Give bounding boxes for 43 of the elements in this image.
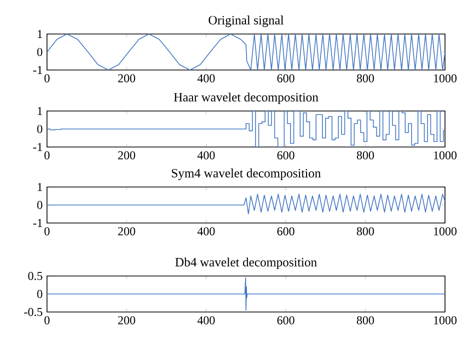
chart-title: Haar wavelet decomposition <box>174 92 318 104</box>
x-tick-label: 400 <box>197 227 215 236</box>
x-tick-label: 0 <box>44 151 50 160</box>
x-tick-label: 0 <box>44 74 50 82</box>
chart-title: Db4 wavelet decomposition <box>175 258 317 270</box>
line-series <box>47 34 445 70</box>
x-tick-label: 800 <box>356 316 374 324</box>
x-tick-label: 1000 <box>434 316 457 324</box>
y-tick-label: 1 <box>38 107 42 115</box>
x-tick-label: 600 <box>277 227 294 236</box>
x-tick-label: 1000 <box>434 74 457 82</box>
x-tick-label: 1000 <box>434 151 457 160</box>
y-tick-label: 1 <box>38 30 42 38</box>
line-series <box>47 194 445 214</box>
x-tick-label: 200 <box>118 74 136 82</box>
x-tick-label: 400 <box>197 151 215 160</box>
y-tick-label: -1 <box>33 66 42 74</box>
y-tick-label: 0 <box>37 124 42 134</box>
y-tick-label: -1 <box>33 219 42 227</box>
x-tick-label: 800 <box>356 227 374 236</box>
y-tick-label: -0.5 <box>24 308 42 316</box>
x-tick-label: 800 <box>356 74 374 82</box>
y-tick-label: -1 <box>33 143 42 151</box>
chart-title: Sym4 wavelet decomposition <box>172 168 321 180</box>
x-tick-label: 200 <box>118 316 136 324</box>
y-tick-label: 1 <box>38 183 42 191</box>
line-series <box>47 277 445 311</box>
x-tick-label: 200 <box>118 227 136 236</box>
x-tick-label: 0 <box>44 316 50 324</box>
x-tick-label: 600 <box>277 74 294 82</box>
chart-title: Original signal <box>208 16 284 28</box>
x-tick-label: 200 <box>118 151 136 160</box>
y-tick-label: 0 <box>37 200 42 210</box>
y-tick-label: 0.5 <box>28 272 42 280</box>
y-tick-label: 0 <box>37 290 42 298</box>
x-tick-label: 0 <box>44 227 50 236</box>
x-tick-label: 800 <box>356 151 374 160</box>
x-tick-label: 400 <box>197 74 215 82</box>
x-tick-label: 1000 <box>434 227 457 236</box>
x-tick-label: 600 <box>277 151 294 160</box>
y-tick-label: 0 <box>37 48 42 56</box>
x-tick-label: 600 <box>277 316 294 324</box>
x-tick-label: 400 <box>197 316 215 324</box>
